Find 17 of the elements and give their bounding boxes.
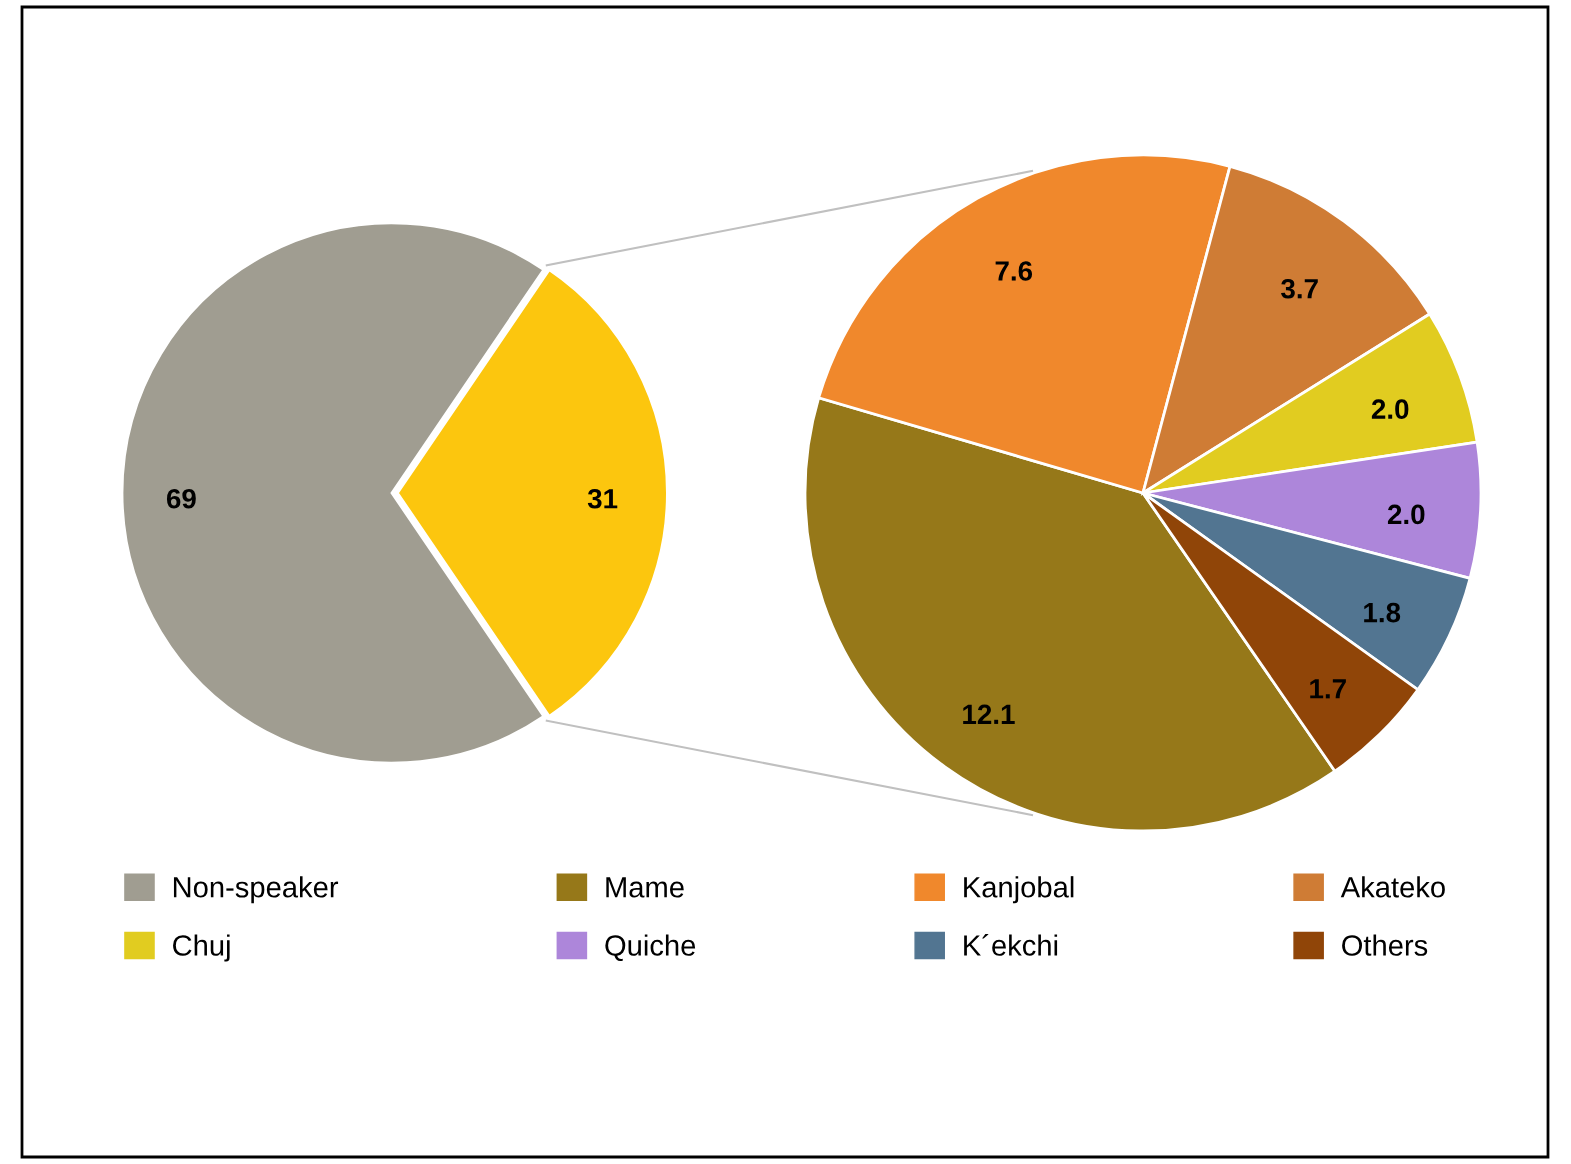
- legend-label: K´ekchi: [964, 934, 1058, 956]
- legend-label: Chuj: [173, 934, 230, 962]
- legend-label: Mame: [606, 877, 684, 898]
- legend-label: Kanjobal: [964, 876, 1074, 904]
- data-label: 1.7: [1310, 679, 1346, 699]
- legend-label: Others: [1342, 934, 1428, 956]
- data-label: 1.8: [1364, 602, 1401, 623]
- legend-label: Akateko: [1340, 876, 1445, 898]
- data-label: 7.6: [995, 261, 1033, 281]
- data-label: 69: [166, 488, 196, 509]
- data-label: 12.1: [963, 704, 1015, 724]
- data-label: 31: [587, 488, 618, 509]
- legend-label: Non-speaker: [173, 876, 339, 904]
- data-label: 2.0: [1371, 399, 1409, 420]
- legend-label: Quiche: [605, 934, 696, 962]
- data-label: 2.0: [1387, 504, 1425, 525]
- data-label: 3.7: [1281, 278, 1318, 299]
